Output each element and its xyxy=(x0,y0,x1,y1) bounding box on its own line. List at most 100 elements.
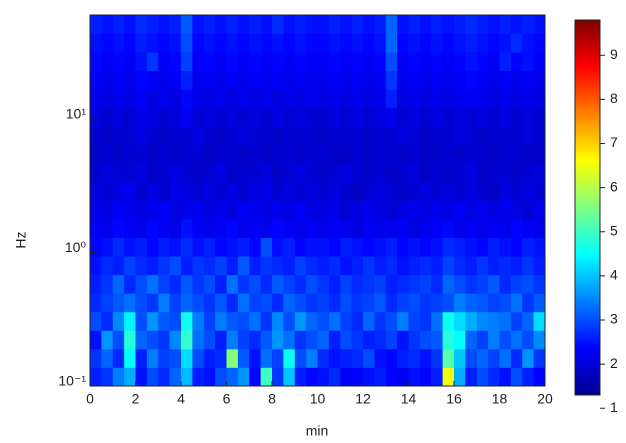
heat-cell xyxy=(419,237,432,257)
heat-cell xyxy=(158,15,171,34)
heat-cell xyxy=(294,330,307,350)
heat-cell xyxy=(203,181,216,201)
heat-cell xyxy=(90,15,102,34)
heat-cell xyxy=(522,256,535,276)
heat-cell xyxy=(476,330,489,350)
heat-cell xyxy=(260,70,273,90)
heat-cell xyxy=(328,330,341,350)
heat-cell xyxy=(499,367,512,387)
heat-cell xyxy=(431,348,444,368)
heat-cell xyxy=(499,181,512,201)
heat-cell xyxy=(215,348,227,368)
heat-cell xyxy=(260,200,273,220)
heat-cell xyxy=(419,256,432,276)
x-tick-label: 14 xyxy=(401,391,417,407)
heat-cell xyxy=(135,15,148,34)
heat-cell xyxy=(419,70,432,90)
heat-cell xyxy=(237,200,250,220)
heat-cell xyxy=(328,126,341,146)
heat-cell xyxy=(306,367,318,387)
heat-cell xyxy=(454,89,466,109)
heat-cell xyxy=(363,15,375,34)
heat-cell xyxy=(454,15,466,34)
heat-cell xyxy=(249,126,262,146)
heat-cell xyxy=(203,293,216,313)
heat-cell xyxy=(112,126,125,146)
heat-cell xyxy=(124,200,136,220)
heat-cell xyxy=(397,33,409,53)
heat-cell xyxy=(328,348,341,368)
heat-cell xyxy=(158,237,171,257)
heat-cell xyxy=(101,89,114,109)
heat-cell xyxy=(533,163,546,183)
heat-cell xyxy=(306,330,318,350)
heat-cell xyxy=(294,126,307,146)
heat-cell xyxy=(249,256,262,276)
heat-cell xyxy=(203,126,216,146)
heat-cell xyxy=(237,107,250,127)
heat-cell xyxy=(363,163,375,183)
heat-cell xyxy=(146,89,159,109)
heat-cell xyxy=(385,293,398,313)
heat-cell xyxy=(283,274,296,294)
colorbar xyxy=(574,19,601,396)
heat-cell xyxy=(397,89,409,109)
heat-cell xyxy=(237,52,250,72)
heat-cell xyxy=(442,107,455,127)
heat-cell xyxy=(226,126,239,146)
heat-cell xyxy=(374,107,387,127)
heat-cell xyxy=(522,311,535,331)
heat-cell xyxy=(465,107,478,127)
heat-cell xyxy=(237,181,250,201)
heat-cell xyxy=(408,330,421,350)
heat-cell xyxy=(158,311,171,331)
heat-cell xyxy=(169,89,182,109)
heat-cell xyxy=(499,274,512,294)
heat-cell xyxy=(215,89,227,109)
heat-cell xyxy=(260,107,273,127)
heat-cell xyxy=(533,348,546,368)
heat-cell xyxy=(499,70,512,90)
heat-cell xyxy=(294,311,307,331)
heat-cell xyxy=(340,311,353,331)
heat-cell xyxy=(522,293,535,313)
heat-cell xyxy=(272,219,284,238)
heat-cell xyxy=(169,52,182,72)
heat-cell xyxy=(226,330,239,350)
x-tick-label: 4 xyxy=(177,391,185,407)
heat-cell xyxy=(158,126,171,146)
heat-cell xyxy=(454,33,466,53)
heat-cell xyxy=(328,367,341,387)
heat-cell xyxy=(465,126,478,146)
heat-cell xyxy=(397,274,409,294)
heat-cell xyxy=(90,163,102,183)
heat-cell xyxy=(488,107,500,127)
heat-cell xyxy=(522,107,535,127)
heat-cell xyxy=(465,33,478,53)
heat-cell xyxy=(465,274,478,294)
heat-cell xyxy=(112,256,125,276)
heat-cell xyxy=(226,219,239,238)
heat-cell xyxy=(442,144,455,164)
heat-cell xyxy=(454,163,466,183)
heat-cell xyxy=(499,311,512,331)
heat-cell xyxy=(374,144,387,164)
heat-cell xyxy=(146,52,159,72)
heat-cell xyxy=(181,15,193,34)
heat-cell xyxy=(488,89,500,109)
heat-cell xyxy=(260,163,273,183)
heat-cell xyxy=(488,52,500,72)
heat-cell xyxy=(124,311,136,331)
heat-cell xyxy=(158,219,171,238)
heat-cell xyxy=(146,107,159,127)
heat-cell xyxy=(249,33,262,53)
heat-cell xyxy=(192,219,205,238)
heat-cell xyxy=(522,330,535,350)
heat-cell xyxy=(442,89,455,109)
heat-cell xyxy=(215,237,227,257)
heat-cell xyxy=(465,144,478,164)
heat-cell xyxy=(431,181,444,201)
heat-cell xyxy=(465,367,478,387)
heat-cell xyxy=(454,274,466,294)
heat-cell xyxy=(226,89,239,109)
